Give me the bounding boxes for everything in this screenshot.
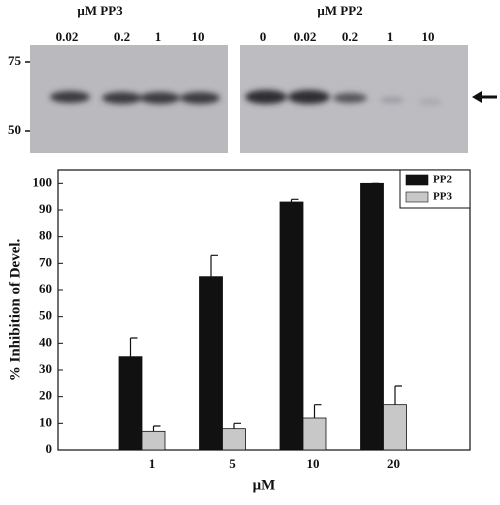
lane-label: 1	[155, 29, 162, 44]
y-tick-label: 90	[39, 201, 52, 216]
lane-label: 10	[422, 29, 435, 44]
y-tick-label: 0	[46, 441, 53, 456]
error-bar	[290, 198, 299, 202]
bar	[141, 430, 166, 451]
error-bar	[233, 422, 241, 429]
error-bar	[152, 425, 161, 432]
y-tick-label: 50	[39, 308, 52, 323]
x-tick-label: 5	[229, 456, 236, 471]
y-tick-label: 20	[39, 388, 52, 403]
x-tick-label: 10	[307, 456, 320, 471]
y-tick-label: 70	[39, 254, 52, 269]
lane-label: 1	[387, 29, 394, 44]
y-tick-label: 80	[39, 228, 52, 243]
lane-label: 0.2	[342, 29, 358, 44]
plot-frame	[57, 169, 471, 451]
error-bar	[313, 404, 322, 418]
arrow	[472, 91, 497, 103]
x-tick-label: 20	[387, 456, 400, 471]
size-marker: 50	[8, 122, 21, 137]
legend-swatch	[405, 191, 429, 203]
bar	[302, 417, 327, 451]
blot-title: μM PP2	[317, 3, 362, 18]
legend-label: PP2	[433, 174, 452, 186]
bar	[360, 182, 384, 451]
y-tick-label: 30	[39, 361, 52, 376]
bar	[199, 276, 223, 451]
y-axis-label: % Inhibition of Devel.	[7, 238, 23, 381]
lane-label: 0.2	[114, 29, 130, 44]
bar	[279, 201, 304, 451]
y-tick-label: 60	[39, 281, 52, 296]
lane-label: 10	[192, 29, 205, 44]
bands	[50, 90, 442, 105]
blot-title: μM PP3	[77, 3, 123, 18]
x-tick-label: 1	[149, 456, 156, 471]
bar	[383, 404, 407, 451]
error-bar	[129, 337, 138, 357]
legend-swatch	[405, 174, 429, 186]
error-bar	[210, 254, 218, 277]
error-bar	[394, 385, 402, 405]
bar	[118, 356, 143, 451]
x-axis-label: μM	[253, 477, 276, 493]
bar	[222, 428, 246, 451]
size-marker: 75	[8, 53, 22, 68]
y-tick-label: 100	[33, 174, 53, 189]
legend-label: PP3	[433, 191, 452, 203]
lane-label: 0.02	[56, 29, 79, 44]
y-tick-label: 40	[39, 334, 52, 349]
y-tick-label: 10	[39, 414, 52, 429]
lane-label: 0.02	[294, 29, 317, 44]
lane-label: 0	[260, 29, 267, 44]
